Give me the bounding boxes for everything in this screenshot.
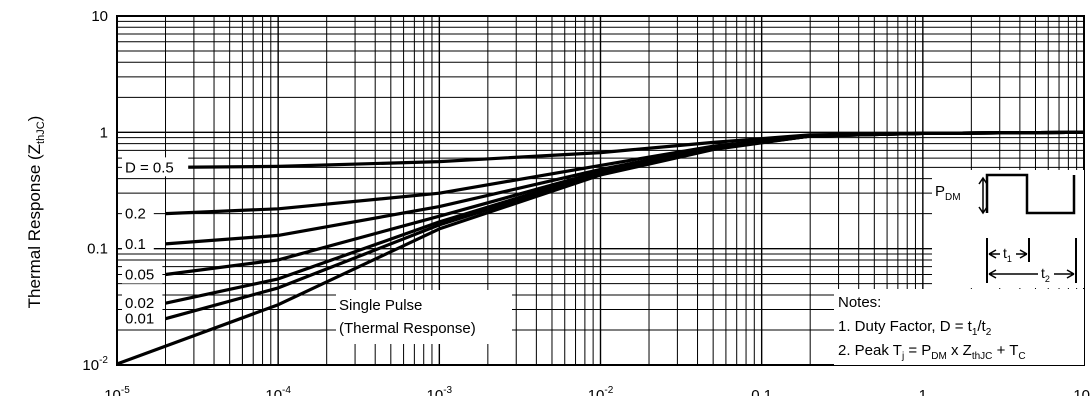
x-tick-label: 0.1 xyxy=(751,387,772,396)
t2-label: t2 xyxy=(1041,265,1050,284)
x-tick-label: 1 xyxy=(919,387,927,396)
y-axis-label-close: ) xyxy=(25,116,44,122)
series-label-bg xyxy=(122,308,163,328)
single-pulse-line2: (Thermal Response) xyxy=(339,320,476,337)
y-tick-label: 1 xyxy=(100,124,108,141)
series-label: D = 0.5 xyxy=(125,159,174,176)
series-label: 0.02 xyxy=(125,295,154,312)
t2-arrow xyxy=(988,269,1075,279)
y-tick-label: 10 xyxy=(91,8,108,25)
note-duty-factor: 1. Duty Factor, D = t1/t2 xyxy=(838,318,992,338)
duty-cycle-inset: PDM t1 t2 xyxy=(932,170,1084,288)
t1-arrow xyxy=(988,249,1028,259)
y-axis-label: Thermal Response (ZthJC) xyxy=(25,116,47,309)
x-tick-label: 10-4 xyxy=(265,385,291,396)
pulse-waveform xyxy=(985,173,1076,215)
single-pulse-line1: Single Pulse xyxy=(339,297,422,314)
series-group xyxy=(116,130,1085,366)
x-tick-label: 10-2 xyxy=(588,385,614,396)
series-label: 0.1 xyxy=(125,236,146,253)
pdm-arrow xyxy=(978,176,988,215)
x-tick-label: 10 xyxy=(1073,387,1090,396)
notes-box: Notes: 1. Duty Factor, D = t1/t2 2. Peak… xyxy=(834,289,1084,365)
y-axis-label-sub: thJC xyxy=(35,121,47,144)
series-label: 0.05 xyxy=(125,266,154,283)
series-label: 0.2 xyxy=(125,206,146,223)
notes-title: Notes: xyxy=(838,294,881,311)
series-label-bg xyxy=(122,157,189,177)
x-tick-label: 10-3 xyxy=(427,385,453,396)
pdm-label: PDM xyxy=(935,183,961,203)
note-peak-temp: 2. Peak Tj = PDM x ZthJC + TC xyxy=(838,342,1026,362)
series-label-bg xyxy=(122,264,163,284)
series-label-bg xyxy=(122,293,163,313)
y-axis-label-main: Thermal Response (Z xyxy=(25,144,44,308)
tick-labels: 10-5 10-4 10-3 10-2 0.1 1 10 10 1 0.1 10-2 xyxy=(82,8,1090,396)
y-tick-label: 0.1 xyxy=(87,241,108,258)
t1-label: t1 xyxy=(1003,245,1012,264)
series-label: 0.01 xyxy=(125,311,154,328)
series-label-bg xyxy=(122,233,154,253)
single-pulse-annotation: Single Pulse (Thermal Response) xyxy=(336,290,512,344)
series-label-bg xyxy=(122,203,154,223)
series-labels: D = 0.5 0.2 0.1 0.05 0.020.01 xyxy=(122,157,189,328)
x-tick-label: 10-5 xyxy=(104,385,130,396)
y-tick-label: 10-2 xyxy=(82,355,108,374)
series-line-6 xyxy=(116,130,1085,366)
